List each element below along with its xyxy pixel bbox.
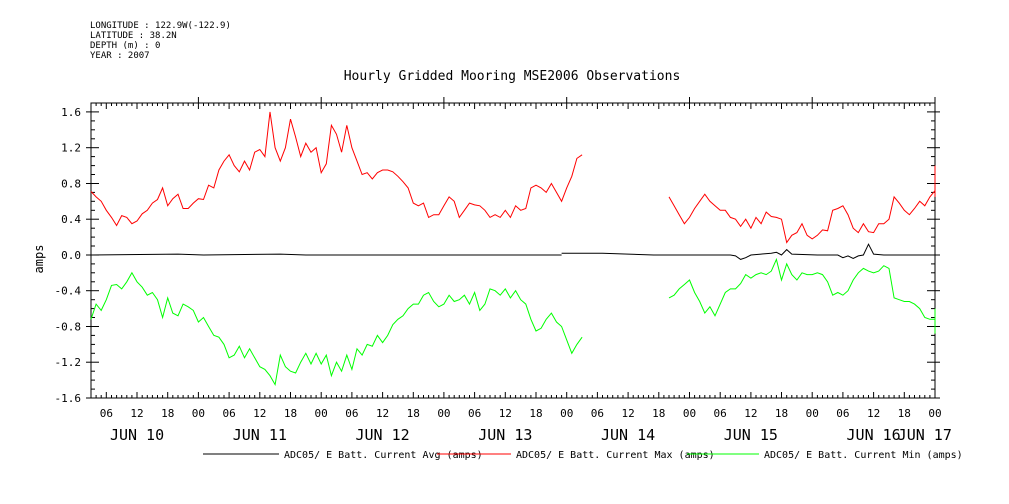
x-tick-label: 18 — [652, 407, 665, 420]
legend-label: ADC05/ E Batt. Current Min (amps) — [764, 450, 963, 461]
x-tick-label: 00 — [437, 407, 450, 420]
day-label: JUN 11 — [233, 426, 287, 444]
y-tick-label: 1.2 — [61, 142, 81, 155]
longitude-label: LONGITUDE : 122.9W(-122.9) — [90, 21, 231, 31]
legend: ADC05/ E Batt. Current Avg (amps) ADC05/ … — [203, 450, 963, 461]
x-tick-label: 06 — [591, 407, 604, 420]
axis-ticks — [86, 97, 940, 399]
depth-label: DEPTH (m) : 0 — [90, 41, 161, 51]
x-tick-label: 12 — [130, 407, 143, 420]
series-line — [561, 243, 935, 260]
x-tick-label: 18 — [284, 407, 297, 420]
series-line — [668, 257, 936, 334]
legend-label: ADC05/ E Batt. Current Max (amps) — [516, 450, 715, 461]
day-labels: JUN 10 JUN 11 JUN 12 JUN 13 JUN 14 JUN 15 JUN … — [110, 426, 952, 444]
latitude-label: LATITUDE : 38.2N — [90, 31, 177, 41]
x-tick-label: 00 — [806, 407, 819, 420]
x-tick-label: 12 — [621, 407, 634, 420]
day-label: JUN 17 — [898, 426, 952, 444]
year-label: YEAR : 2007 — [90, 51, 150, 61]
series-line — [90, 253, 562, 256]
chart-title: Hourly Gridded Mooring MSE2006 Observati… — [344, 69, 681, 84]
series-line — [90, 111, 583, 227]
x-tick-labels: 06 12 18 00 06 12 18 00 06 12 18 00 06 12 18 00 06 12 18 00… — [100, 407, 942, 420]
legend-label: ADC05/ E Batt. Current Avg (amps) — [284, 450, 483, 461]
day-label: JUN 13 — [478, 426, 532, 444]
day-label: JUN 12 — [355, 426, 409, 444]
day-label: JUN 15 — [724, 426, 778, 444]
x-tick-label: 00 — [683, 407, 696, 420]
x-tick-label: 00 — [192, 407, 205, 420]
day-label: JUN 10 — [110, 426, 164, 444]
day-label: JUN 16 — [847, 426, 901, 444]
y-tick-labels: -1.6 -1.2 -0.8 -0.4 0.0 0.4 0.8 1.2 1.6 — [55, 106, 82, 405]
day-label: JUN 14 — [601, 426, 655, 444]
x-tick-label: 12 — [744, 407, 757, 420]
series-line — [90, 271, 583, 387]
x-tick-label: 06 — [345, 407, 358, 420]
x-tick-label: 00 — [315, 407, 328, 420]
x-tick-label: 00 — [560, 407, 573, 420]
x-tick-label: 12 — [867, 407, 880, 420]
series-lines — [90, 111, 936, 387]
x-tick-label: 06 — [714, 407, 727, 420]
y-axis-label: amps — [32, 245, 46, 274]
x-tick-label: 06 — [222, 407, 235, 420]
y-tick-label: -1.2 — [55, 356, 82, 369]
x-tick-label: 18 — [161, 407, 174, 420]
metadata-block: LONGITUDE : 122.9W(-122.9) LATITUDE : 38… — [90, 21, 231, 61]
x-tick-label: 12 — [376, 407, 389, 420]
x-tick-label: 00 — [928, 407, 941, 420]
x-tick-label: 06 — [468, 407, 481, 420]
x-tick-label: 18 — [529, 407, 542, 420]
y-tick-label: -0.4 — [55, 285, 82, 298]
series-line — [668, 165, 936, 244]
x-tick-label: 06 — [100, 407, 113, 420]
x-tick-label: 18 — [407, 407, 420, 420]
y-tick-label: -1.6 — [55, 392, 82, 405]
x-tick-label: 18 — [775, 407, 788, 420]
y-tick-label: 0.4 — [61, 213, 81, 226]
x-tick-label: 06 — [836, 407, 849, 420]
x-tick-label: 12 — [499, 407, 512, 420]
plot-frame — [90, 102, 936, 399]
x-tick-label: 12 — [253, 407, 266, 420]
x-tick-label: 18 — [898, 407, 911, 420]
y-tick-label: -0.8 — [55, 320, 82, 333]
y-tick-label: 0.0 — [61, 249, 81, 262]
y-tick-label: 0.8 — [61, 177, 81, 190]
y-tick-label: 1.6 — [61, 106, 81, 119]
